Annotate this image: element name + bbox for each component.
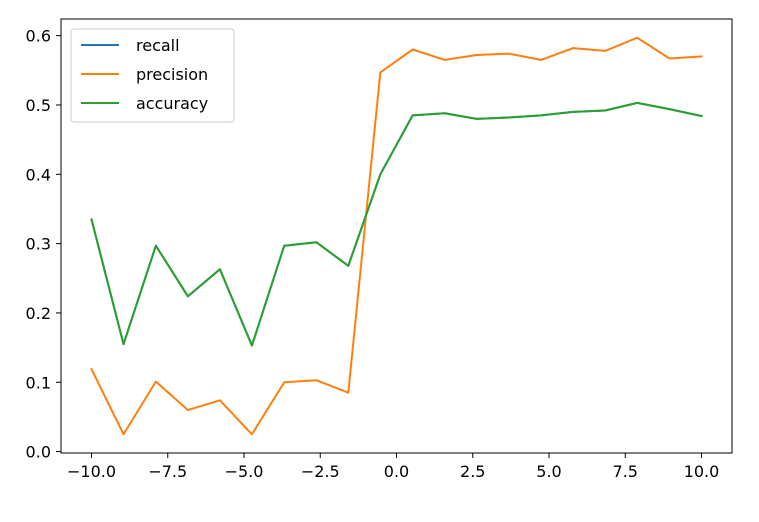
- legend-label-accuracy: accuracy: [136, 94, 208, 113]
- series-line-precision: [90, 36, 703, 436]
- x-axis: −10.0 −7.5 −5.0 −2.5 0.0 2.5 5.0 7.5 10.0: [67, 453, 719, 481]
- series-layer: [90, 36, 703, 436]
- y-tick-label: 0.4: [26, 165, 51, 184]
- y-tick-label: 0.3: [26, 235, 51, 254]
- y-tick-label: 0.0: [26, 443, 51, 462]
- x-tick-label: −2.5: [301, 462, 340, 481]
- legend: recall precision accuracy: [70, 28, 235, 123]
- legend-box: [70, 28, 235, 123]
- x-tick-label: −5.0: [225, 462, 264, 481]
- y-tick-label: 0.5: [26, 96, 51, 115]
- y-axis: 0.0 0.1 0.2 0.3 0.4 0.5 0.6: [26, 27, 61, 462]
- legend-label-recall: recall: [136, 36, 180, 55]
- x-tick-label: 0.0: [384, 462, 409, 481]
- y-tick-label: 0.2: [26, 304, 51, 323]
- y-tick-label: 0.6: [26, 27, 51, 46]
- legend-label-precision: precision: [136, 65, 208, 84]
- x-tick-label: 7.5: [613, 462, 638, 481]
- x-tick-label: 2.5: [460, 462, 485, 481]
- x-tick-label: −10.0: [67, 462, 116, 481]
- x-tick-label: 10.0: [684, 462, 720, 481]
- series-line-accuracy: [90, 101, 703, 347]
- x-tick-label: 5.0: [536, 462, 561, 481]
- y-tick-label: 0.1: [26, 373, 51, 392]
- x-tick-label: −7.5: [148, 462, 187, 481]
